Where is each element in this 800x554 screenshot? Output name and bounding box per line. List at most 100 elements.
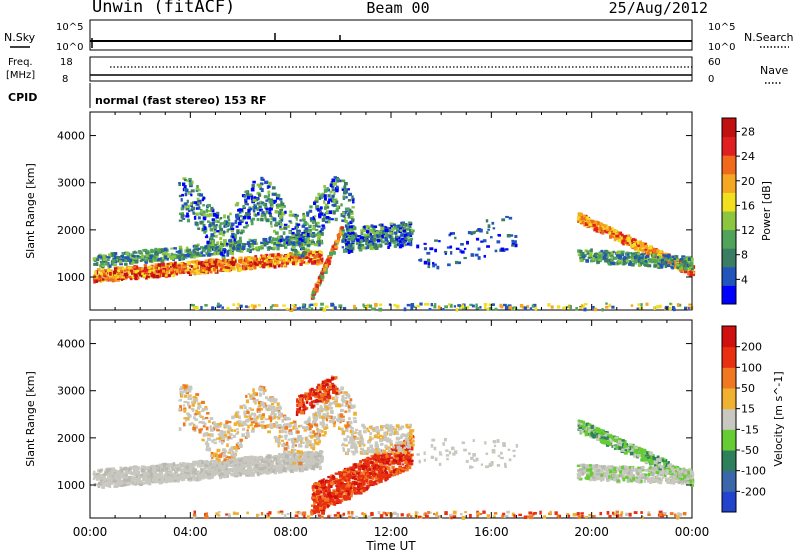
- power-band-upper-cell: [185, 246, 189, 251]
- power-band-upper-cell: [295, 233, 298, 237]
- power-sparse-cell: [449, 245, 453, 249]
- power-ground-speckle: [466, 306, 469, 309]
- power-band-cell: [121, 275, 125, 279]
- power-sparse-cell: [429, 247, 434, 251]
- power-sparse-cell: [504, 248, 509, 251]
- power-sparse-cell: [500, 247, 505, 252]
- power-band-cell: [201, 264, 205, 269]
- power-sparse-cell: [436, 265, 440, 270]
- power-ground-speckle: [430, 303, 434, 307]
- power-evening-upper-cell: [588, 253, 593, 257]
- power-evening-upper-cell: [690, 257, 694, 262]
- power-band-cell: [273, 258, 277, 262]
- velocity-ground-cell: [299, 465, 303, 469]
- power-upper-cell: [183, 185, 187, 189]
- power-band-cell: [141, 272, 144, 275]
- velocity-ground-cell: [158, 480, 163, 484]
- power-upper-cell: [239, 231, 243, 235]
- velocity-ground-cell: [290, 469, 294, 474]
- power-upper-cell: [270, 216, 275, 221]
- power-band-cell: [291, 258, 296, 262]
- power-band-upper-cell: [193, 248, 196, 252]
- power-upper-cell: [238, 236, 242, 241]
- power-mid-cell: [351, 243, 355, 247]
- power-upper-cell: [195, 212, 199, 216]
- power-ground-speckle: [563, 306, 567, 310]
- power-upper-cell: [283, 205, 286, 208]
- power-upper-cell: [252, 208, 256, 213]
- power-upper-cell: [246, 214, 251, 217]
- power-ground-speckle: [488, 303, 492, 307]
- power-upper-cell: [239, 208, 243, 212]
- power-upper-cell: [321, 224, 325, 227]
- power-sparse-cell: [477, 256, 481, 260]
- velocity-ground-cell: [97, 469, 101, 473]
- power-band-upper-cell: [279, 236, 282, 241]
- power-upper-cell: [182, 177, 187, 180]
- power-upper-cell: [330, 197, 335, 201]
- power-band-cell: [263, 259, 267, 263]
- power-ground-speckle: [449, 303, 453, 308]
- power-evening-upper-cell: [640, 262, 644, 265]
- power-upper-cell: [195, 188, 200, 191]
- power-band-cell: [215, 258, 219, 263]
- power-evening-cell: [691, 273, 695, 277]
- power-band-cell: [315, 251, 319, 254]
- power-band-cell: [174, 261, 177, 266]
- power-band-upper-cell: [277, 239, 282, 243]
- power-upper-cell: [227, 215, 230, 219]
- power-upper-cell: [335, 188, 339, 193]
- power-evening-upper-cell: [658, 265, 661, 269]
- power-evening-cell: [600, 225, 604, 229]
- power-ground-speckle: [416, 304, 421, 308]
- power-upper-cell: [240, 220, 244, 223]
- power-ground-speckle: [678, 303, 682, 307]
- velocity-ground-cell: [122, 483, 125, 487]
- power-upper-cell: [302, 212, 305, 217]
- velocity-ground-cell: [210, 459, 214, 463]
- power-band-cell: [275, 256, 280, 259]
- power-mid-cell: [347, 233, 352, 237]
- velocity-ground-cell: [287, 466, 290, 470]
- velocity-ground-cell: [174, 465, 178, 469]
- power-band-cell: [204, 266, 208, 271]
- power-band-upper-cell: [197, 247, 201, 250]
- power-band-cell: [136, 269, 140, 274]
- power-mid-cell: [395, 237, 398, 241]
- power-evening-cell: [658, 250, 662, 254]
- power-band-upper-cell: [158, 251, 161, 254]
- power-band-upper-cell: [151, 256, 155, 260]
- power-band-upper-cell: [250, 239, 254, 242]
- power-band-cell: [267, 262, 271, 266]
- power-upper-cell: [214, 243, 218, 246]
- velocity-ground-cell: [167, 466, 171, 470]
- velocity-marks: [92, 375, 695, 520]
- power-band-upper-cell: [248, 238, 252, 242]
- power-band-cell: [114, 270, 118, 273]
- power-sparse-cell: [485, 219, 489, 223]
- power-band-cell: [259, 257, 262, 261]
- power-upper-cell: [246, 196, 251, 200]
- power-evening-upper-cell: [681, 255, 686, 259]
- power-upper-cell: [323, 200, 326, 204]
- power-band-cell: [94, 279, 98, 283]
- power-band-upper-cell: [164, 255, 167, 260]
- power-ground-speckle: [502, 303, 507, 307]
- power-band-cell: [222, 267, 227, 272]
- power-band-upper-cell: [121, 254, 125, 259]
- power-band-cell: [132, 266, 136, 269]
- velocity-ground-cell: [184, 470, 188, 474]
- power-upper-cell: [269, 198, 274, 202]
- power-mid-cell: [385, 233, 389, 237]
- velocity-ground-cell: [253, 468, 257, 472]
- power-band-cell: [96, 268, 101, 272]
- power-mid-cell: [388, 234, 392, 239]
- power-upper-cell: [256, 217, 260, 222]
- power-mid-cell: [341, 240, 344, 243]
- power-upper-cell: [203, 231, 207, 234]
- power-evening-upper-cell: [579, 249, 583, 254]
- power-ground-speckle: [529, 307, 533, 311]
- velocity-ground-cell: [132, 467, 136, 471]
- velocity-ground-cell: [219, 465, 223, 469]
- power-band-cell: [232, 262, 236, 266]
